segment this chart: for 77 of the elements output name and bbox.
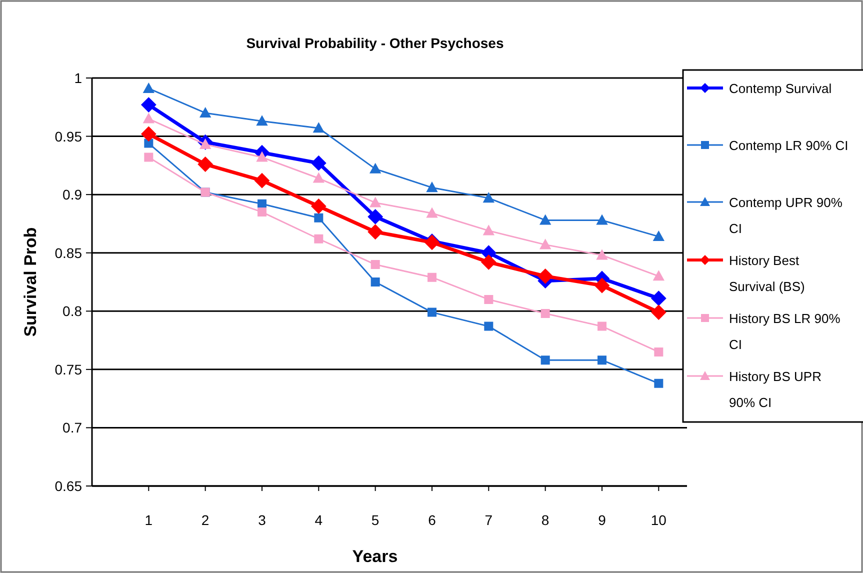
point: [200, 107, 211, 118]
chart-title: Survival Probability - Other Psychoses: [246, 35, 504, 51]
point: [594, 278, 610, 293]
point: [368, 209, 383, 224]
x-tick-label: 8: [541, 512, 550, 528]
x-tick-label: 7: [484, 512, 493, 528]
point: [368, 224, 383, 240]
point: [256, 152, 268, 162]
point: [653, 270, 664, 281]
point: [370, 260, 380, 270]
point: [538, 268, 553, 284]
legend-label: History BS UPR 90% CI: [729, 369, 822, 410]
point: [311, 198, 326, 214]
point: [654, 378, 664, 388]
x-tick-label: 3: [258, 512, 266, 528]
y-tick-label: 1: [74, 70, 82, 86]
point: [256, 116, 268, 126]
x-tick-label: 2: [201, 512, 210, 528]
legend-label: Contemp Survival: [729, 81, 832, 96]
point: [483, 225, 494, 236]
point: [428, 272, 436, 282]
y-tick-label: 0.75: [54, 361, 82, 378]
point: [651, 304, 666, 320]
point: [596, 250, 608, 260]
point: [141, 97, 156, 112]
x-tick-label: 4: [314, 512, 323, 528]
point: [654, 347, 664, 356]
point: [426, 182, 438, 192]
y-tick-label: 0.65: [54, 478, 82, 494]
point: [540, 356, 550, 365]
legend-label: Contemp UPR 90% CI: [729, 195, 843, 236]
point: [258, 208, 266, 217]
point: [426, 208, 438, 218]
point: [484, 294, 494, 304]
point: [314, 234, 324, 244]
point: [144, 138, 154, 148]
point: [143, 82, 154, 93]
point: [651, 290, 666, 306]
point: [540, 308, 550, 318]
y-tick-label: 0.8: [62, 303, 82, 320]
point: [258, 199, 266, 208]
point: [598, 322, 606, 331]
y-tick-label: 0.7: [62, 420, 82, 436]
x-axis-title: Years: [352, 547, 398, 566]
point: [141, 126, 156, 142]
y-axis-title: Survival Prob: [21, 227, 40, 337]
point: [313, 172, 324, 183]
point: [314, 213, 324, 222]
point: [311, 156, 326, 171]
point: [483, 192, 494, 203]
x-tick-label: 5: [371, 512, 380, 528]
point: [143, 113, 154, 124]
point: [370, 163, 381, 174]
y-tick-label: 0.85: [54, 244, 82, 261]
point: [254, 173, 270, 188]
x-tick-label: 1: [144, 512, 153, 528]
y-tick-label: 0.95: [54, 128, 82, 144]
point: [144, 152, 154, 162]
point: [598, 356, 606, 365]
legend-label: Contemp LR 90% CI: [729, 138, 848, 153]
point: [370, 278, 380, 286]
point: [198, 156, 213, 172]
x-tick-label: 9: [598, 512, 606, 528]
point: [481, 254, 496, 270]
legend-label: History Best Survival (BS): [729, 253, 805, 294]
point: [596, 214, 608, 225]
legend-label: History BS LR 90% CI: [729, 311, 841, 352]
point: [428, 308, 436, 317]
x-tick-label: 6: [428, 512, 436, 528]
point: [540, 214, 551, 225]
point: [653, 231, 664, 242]
x-tick-label: 10: [650, 512, 667, 528]
point: [484, 322, 494, 331]
point: [370, 197, 381, 208]
y-tick-label: 0.9: [62, 186, 82, 203]
point: [540, 239, 551, 250]
point: [313, 122, 324, 133]
